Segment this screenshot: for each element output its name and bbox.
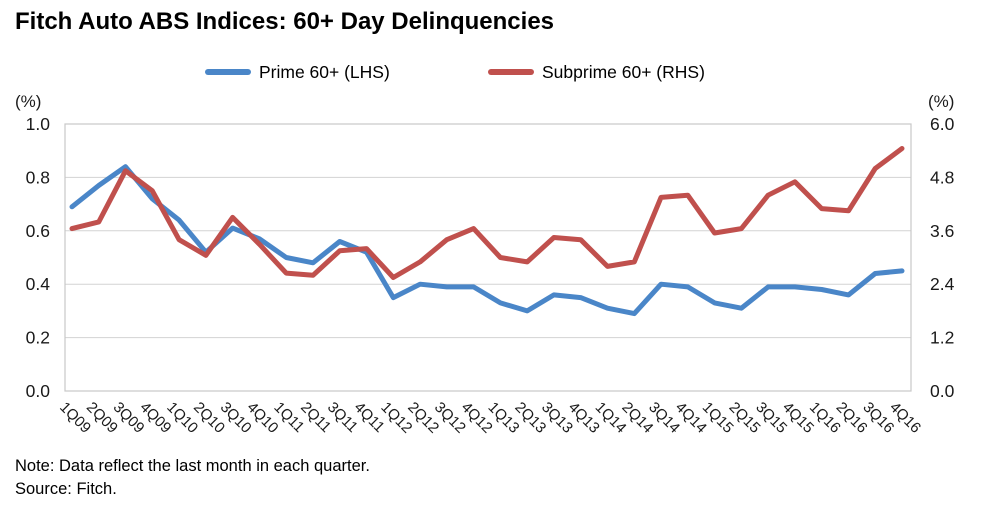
subprime-line-swatch-icon	[488, 69, 534, 75]
right-axis-unit: (%)	[928, 92, 955, 111]
x-axis-labels: 1Q092Q093Q094Q091Q102Q103Q104Q101Q112Q11…	[56, 399, 924, 437]
svg-text:0.0: 0.0	[26, 381, 51, 401]
plot-border	[64, 123, 912, 392]
svg-text:0.8: 0.8	[26, 167, 50, 187]
chart-svg: 1.00.80.60.40.20.06.04.83.62.41.20.01Q09…	[26, 114, 955, 437]
svg-text:0.0: 0.0	[930, 381, 955, 401]
left-axis-unit: (%)	[15, 92, 42, 111]
prime-legend-label: Prime 60+ (LHS)	[259, 61, 390, 82]
svg-text:1Q11: 1Q11	[270, 399, 307, 436]
svg-text:2Q11: 2Q11	[297, 399, 334, 436]
legend-item-subprime: Subprime 60+ (RHS)	[488, 60, 705, 84]
chart-legend: Prime 60+ (LHS) Subprime 60+ (RHS)	[0, 60, 987, 84]
prime-line-swatch-icon	[205, 69, 251, 75]
note-line: Note: Data reflect the last month in eac…	[15, 457, 370, 475]
left-axis-labels: 1.0 0.8 0.6 0.4 0.2 0.0	[26, 114, 51, 401]
right-axis-labels: 6.0 4.8 3.6 2.4 1.2 0.0	[930, 114, 955, 401]
svg-text:4.8: 4.8	[930, 167, 954, 187]
svg-text:4Q16: 4Q16	[886, 399, 924, 437]
source-line: Source: Fitch.	[15, 480, 117, 498]
subprime-line	[69, 146, 905, 280]
svg-text:0.2: 0.2	[26, 328, 50, 348]
svg-text:3.6: 3.6	[930, 221, 954, 241]
chart-notes: Note: Data reflect the last month in eac…	[15, 455, 370, 501]
svg-text:6.0: 6.0	[930, 114, 955, 134]
svg-text:1.2: 1.2	[930, 328, 954, 348]
svg-text:0.4: 0.4	[26, 274, 51, 294]
delinquency-line-chart: 1.0 0.8 0.6 0.4 0.2 0.0 6.0 4.8 3.6 2.4 1.2 0.0 1Q09…	[26, 114, 955, 437]
svg-text:2.4: 2.4	[930, 274, 955, 294]
page-title: Fitch Auto ABS Indices: 60+ Day Delinque…	[15, 8, 555, 35]
subprime-legend-label: Subprime 60+ (RHS)	[542, 61, 705, 82]
legend-item-prime: Prime 60+ (LHS)	[205, 60, 390, 84]
svg-text:0.6: 0.6	[26, 221, 50, 241]
svg-text:4Q11: 4Q11	[351, 399, 388, 436]
svg-text:3Q11: 3Q11	[324, 399, 361, 436]
svg-text:1.0: 1.0	[26, 114, 51, 134]
gridlines	[65, 176, 911, 339]
